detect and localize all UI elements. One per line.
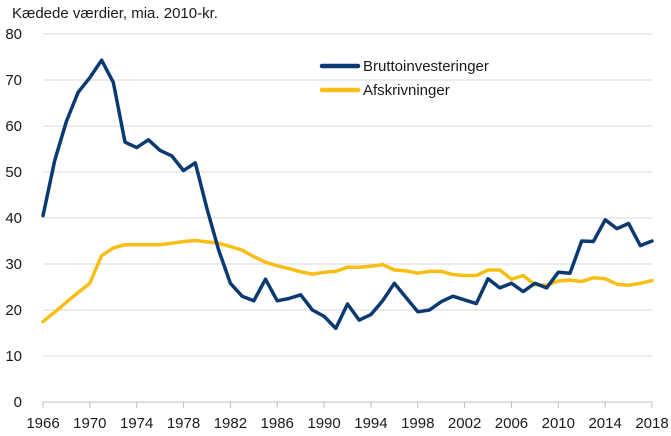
series-lines xyxy=(41,58,654,331)
y-tick-label: 40 xyxy=(5,210,22,227)
y-axis-label: Kædede værdier, mia. 2010-kr. xyxy=(12,5,218,22)
legend: Bruttoinvesteringer Afskrivninger xyxy=(319,58,489,99)
y-tick-label: 70 xyxy=(5,72,22,89)
x-tick-label: 2006 xyxy=(495,415,528,432)
y-tick-label: 0 xyxy=(14,394,22,411)
x-tick-label: 1998 xyxy=(401,415,434,432)
x-tick-label: 1994 xyxy=(354,415,387,432)
y-tick-label: 60 xyxy=(5,118,22,135)
y-tick-label: 80 xyxy=(5,26,22,43)
x-tick-label: 1970 xyxy=(73,415,106,432)
x-tick-label: 1986 xyxy=(261,415,294,432)
y-tick-label: 30 xyxy=(5,256,22,273)
y-tick-label: 20 xyxy=(5,302,22,319)
gridlines xyxy=(43,33,652,357)
x-tick-label: 1990 xyxy=(307,415,340,432)
x-tick-label: 1978 xyxy=(167,415,200,432)
y-tick-label: 10 xyxy=(5,348,22,365)
x-tick-label: 2010 xyxy=(542,415,575,432)
x-tick-label: 2014 xyxy=(588,415,621,432)
x-axis: 1966 1970 1974 1978 1982 1986 1990 1994 1998 2002… xyxy=(26,401,669,432)
x-tick-label: 2002 xyxy=(448,415,481,432)
y-tick-labels: 0 10 20 30 40 50 60 70 80 xyxy=(5,26,22,411)
legend-label-afskrivninger: Afskrivninger xyxy=(363,82,450,99)
x-tick-label: 2018 xyxy=(635,415,668,432)
x-tick-label: 1974 xyxy=(120,415,153,432)
y-tick-label: 50 xyxy=(5,164,22,181)
x-tick-label: 1966 xyxy=(26,415,59,432)
series-line-afskrivninger xyxy=(41,238,654,324)
series-line-bruttoinvesteringer xyxy=(41,58,654,331)
x-tick-label: 1982 xyxy=(214,415,247,432)
legend-label-bruttoinvesteringer: Bruttoinvesteringer xyxy=(363,58,489,75)
